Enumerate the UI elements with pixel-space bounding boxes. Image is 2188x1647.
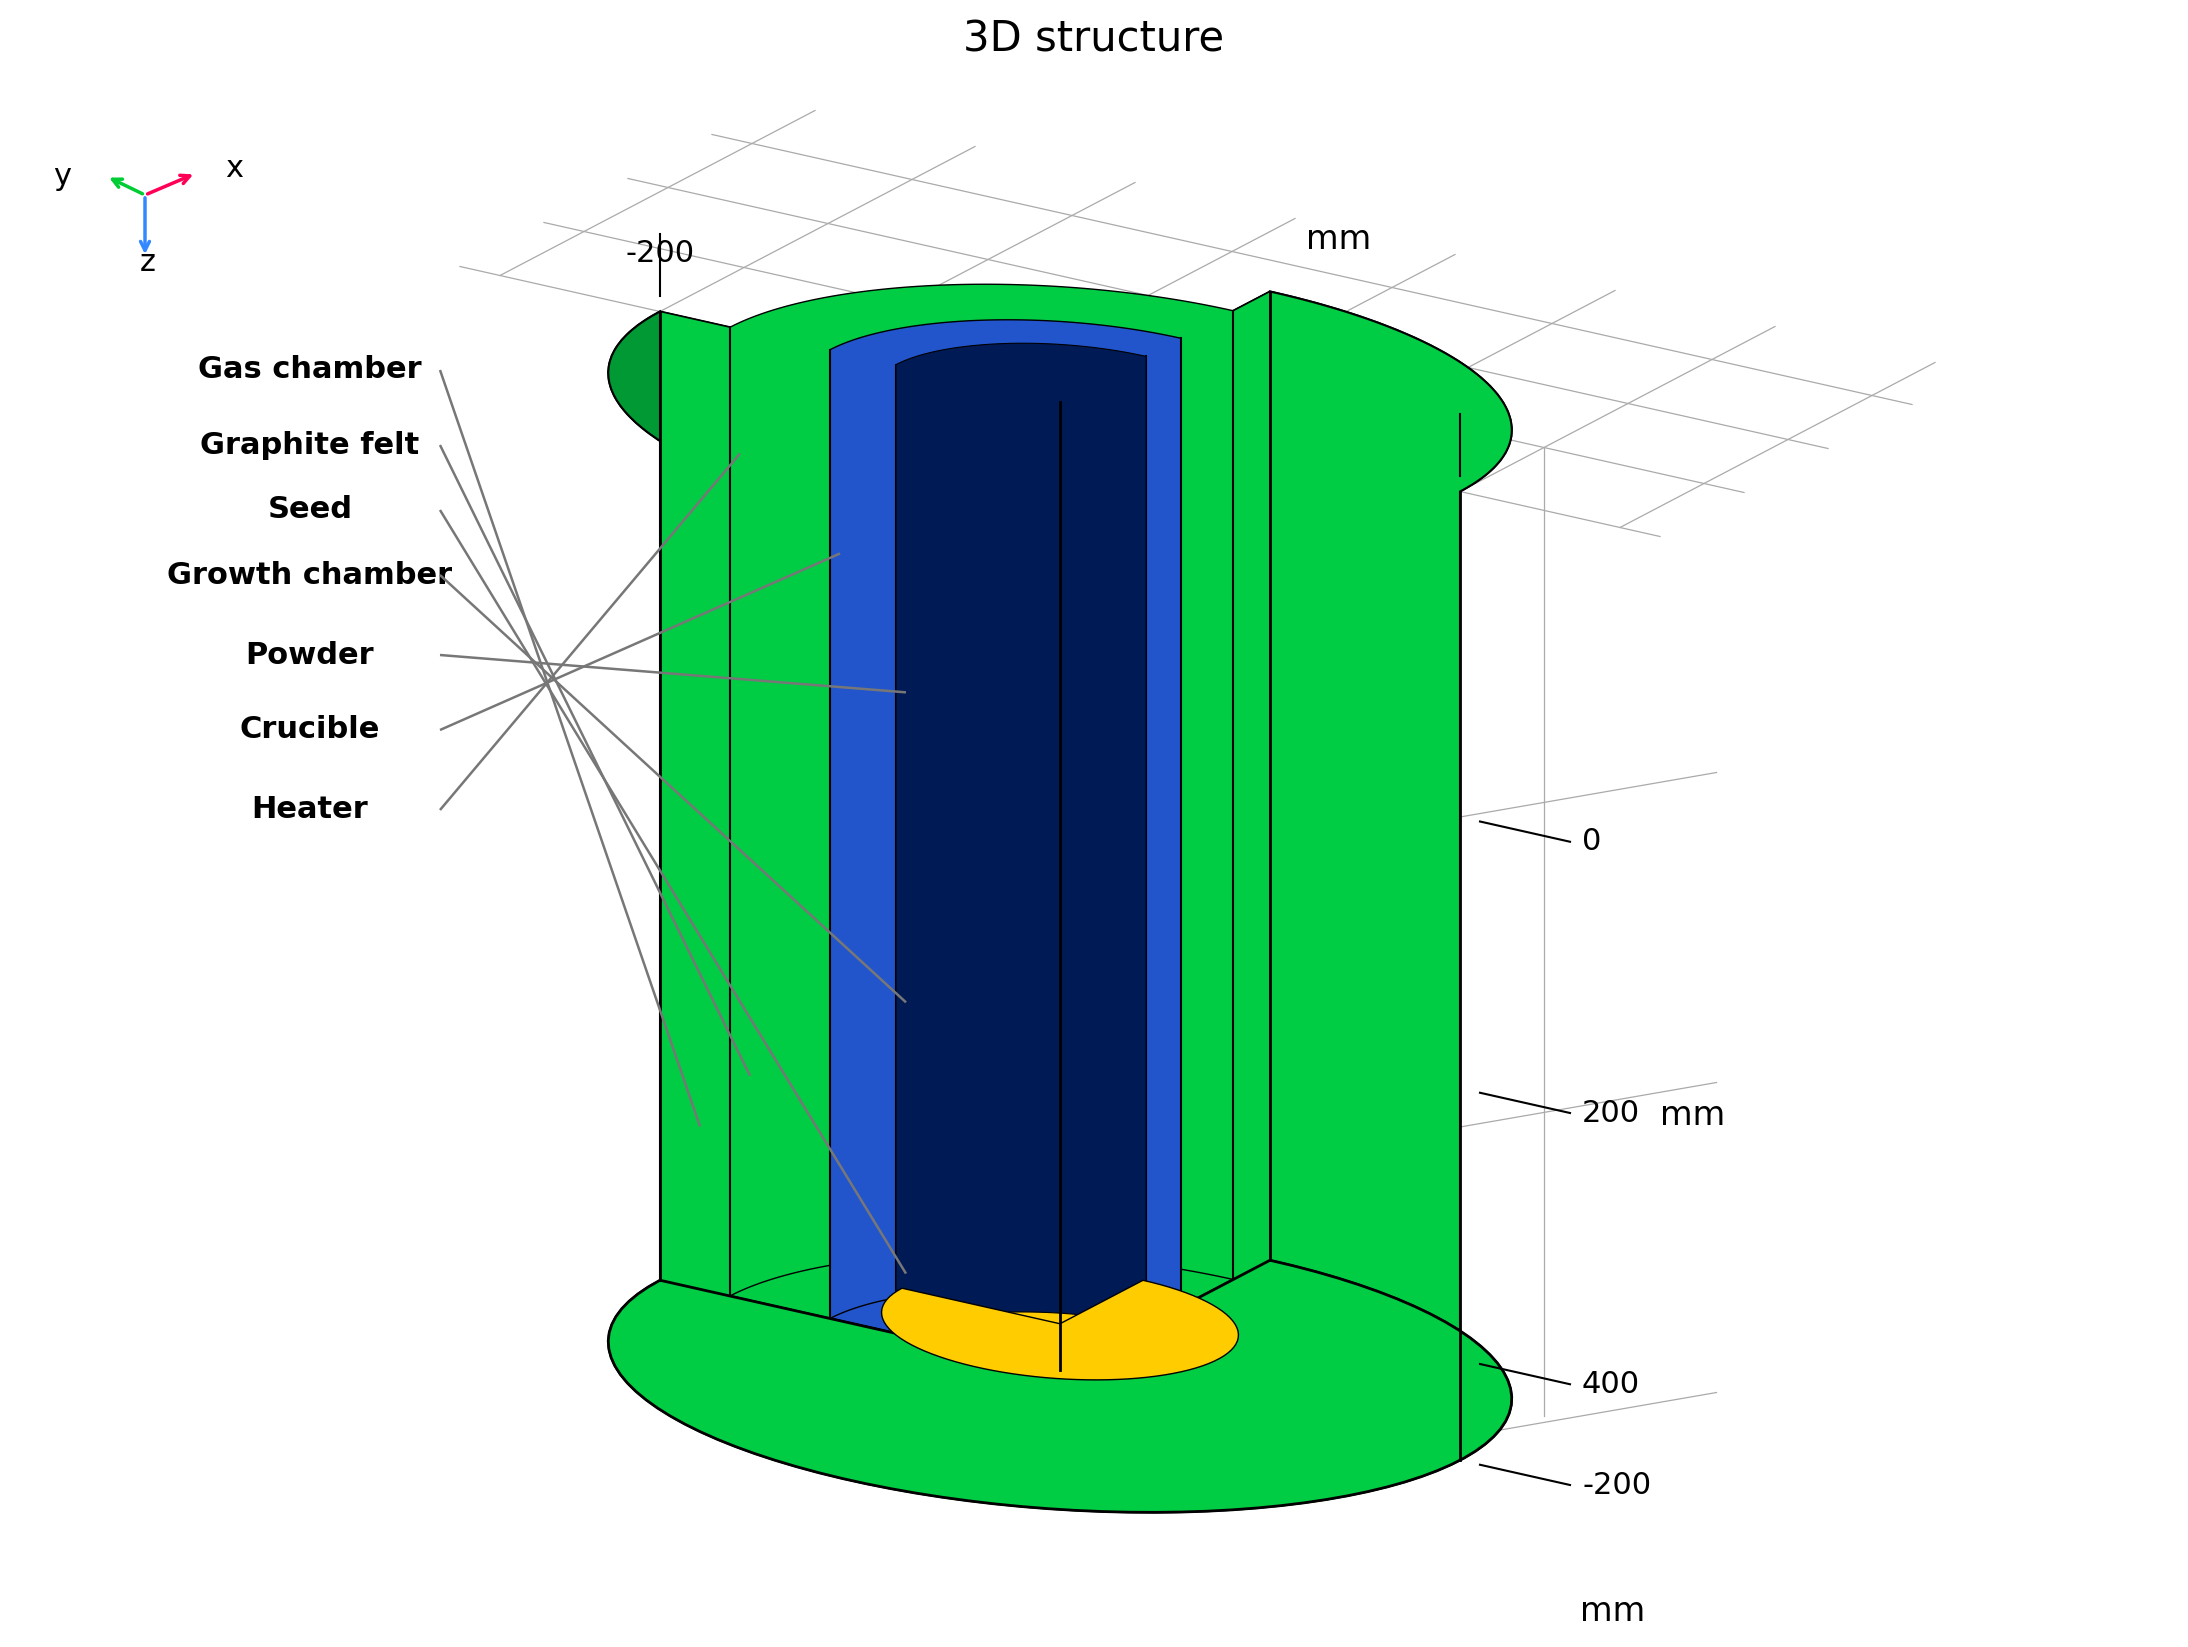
Text: 0: 0: [1582, 827, 1602, 856]
Text: mm: mm: [1306, 222, 1372, 255]
Polygon shape: [1182, 311, 1234, 1308]
Text: mm: mm: [1661, 1099, 1726, 1131]
Polygon shape: [829, 320, 1182, 1319]
Polygon shape: [687, 1280, 1433, 1487]
Text: Seed: Seed: [267, 496, 352, 524]
Text: 400: 400: [1582, 1370, 1641, 1398]
Polygon shape: [661, 311, 731, 1296]
Text: Powder: Powder: [245, 641, 374, 669]
Polygon shape: [1234, 292, 1269, 1280]
Polygon shape: [608, 292, 1512, 544]
Polygon shape: [608, 1260, 1512, 1512]
Text: Crucible: Crucible: [241, 715, 381, 744]
Text: mm: mm: [1580, 1594, 1645, 1627]
Text: 200: 200: [1431, 418, 1490, 448]
Polygon shape: [897, 343, 1147, 1334]
Text: Heater: Heater: [252, 796, 368, 825]
Polygon shape: [882, 1280, 1238, 1380]
Polygon shape: [1059, 356, 1147, 835]
Text: Gas chamber: Gas chamber: [199, 356, 422, 384]
Text: x: x: [225, 155, 243, 183]
Polygon shape: [1059, 791, 1147, 1324]
Polygon shape: [1269, 292, 1512, 1461]
Text: z: z: [140, 249, 155, 277]
Polygon shape: [897, 364, 1059, 835]
Polygon shape: [1059, 292, 1269, 1370]
Text: 200: 200: [1582, 1099, 1641, 1128]
Text: 3D structure: 3D structure: [963, 20, 1225, 61]
Text: Graphite felt: Graphite felt: [201, 430, 420, 460]
Text: -200: -200: [626, 239, 694, 268]
Text: -200: -200: [1582, 1471, 1652, 1499]
Polygon shape: [897, 799, 1059, 1324]
Polygon shape: [801, 1308, 1319, 1453]
Polygon shape: [1147, 338, 1182, 1326]
Polygon shape: [608, 311, 1459, 1512]
Polygon shape: [829, 349, 897, 1334]
Text: y: y: [53, 161, 70, 191]
Polygon shape: [731, 328, 829, 1319]
Polygon shape: [731, 285, 1234, 1296]
Polygon shape: [875, 1326, 1245, 1428]
Text: Growth chamber: Growth chamber: [168, 560, 453, 590]
